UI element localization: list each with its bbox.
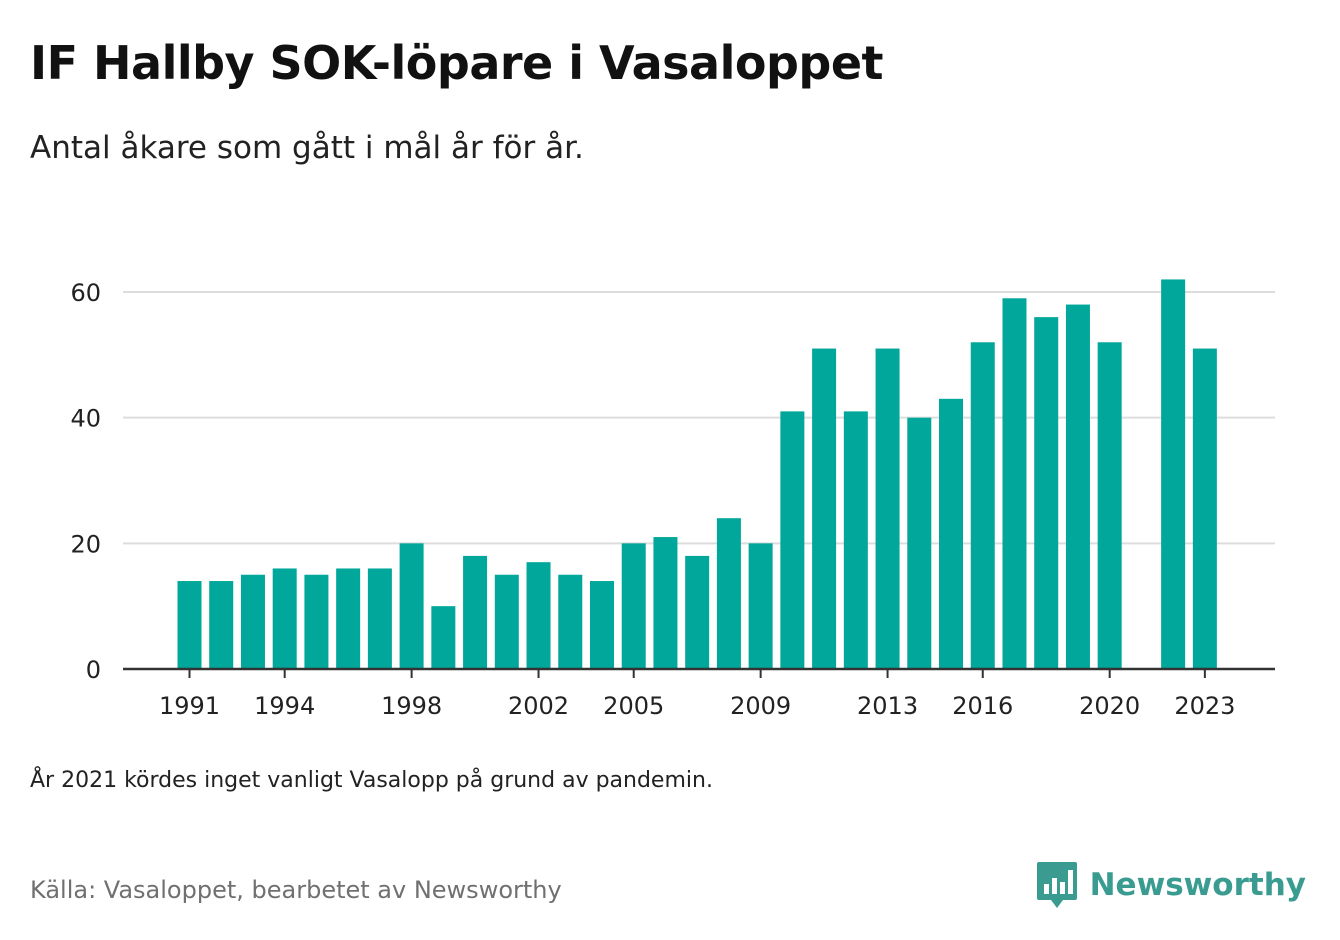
bar-2023 <box>1192 348 1217 669</box>
bar-2017 <box>1002 298 1027 669</box>
bar-2022 <box>1161 279 1186 669</box>
x-tick-label: 2002 <box>508 692 569 720</box>
source-text: Källa: Vasaloppet, bearbetet av Newswort… <box>30 876 562 904</box>
bar-2006 <box>653 537 678 669</box>
bar-2020 <box>1097 342 1122 669</box>
footnote: År 2021 kördes inget vanligt Vasalopp på… <box>30 768 713 793</box>
chart-title: IF Hallby SOK-löpare i Vasaloppet <box>30 36 884 90</box>
bar-2019 <box>1065 304 1090 669</box>
bar-1999 <box>431 606 456 669</box>
bar-1992 <box>209 581 234 669</box>
bar-1993 <box>240 574 265 669</box>
bars <box>177 279 1217 669</box>
bar-2015 <box>939 398 964 669</box>
bar-2001 <box>494 574 519 669</box>
x-tick-label: 1998 <box>381 692 442 720</box>
bar-2009 <box>748 543 773 669</box>
bar-2012 <box>843 411 868 669</box>
bar-2014 <box>907 417 932 669</box>
bar-1991 <box>177 581 202 669</box>
x-tick-label: 2013 <box>857 692 918 720</box>
y-tick-label: 40 <box>70 405 101 433</box>
bar-1994 <box>272 568 297 669</box>
y-tick-label: 0 <box>86 656 101 684</box>
x-tick-label: 1991 <box>159 692 220 720</box>
brand-name: Newsworthy <box>1089 867 1306 903</box>
bar-2004 <box>589 581 614 669</box>
axes: 0 20 40 60 1991 1994 1998 2002 2005 2009 2013 2016 2… <box>70 279 1275 720</box>
bar-1998 <box>399 543 424 669</box>
brand: Newsworthy <box>1036 860 1306 910</box>
x-tick-label: 2023 <box>1174 692 1235 720</box>
bar-2010 <box>780 411 805 669</box>
x-tick-label: 2020 <box>1079 692 1140 720</box>
x-tick-label: 1994 <box>254 692 315 720</box>
y-tick-label: 20 <box>70 530 101 558</box>
bar-2016 <box>970 342 995 669</box>
chart-subtitle: Antal åkare som gått i mål år för år. <box>30 130 584 166</box>
bar-2002 <box>526 562 551 669</box>
bar-2000 <box>463 555 488 669</box>
y-tick-label: 60 <box>70 279 101 307</box>
x-tick-label: 2016 <box>952 692 1013 720</box>
bar-2003 <box>558 574 583 669</box>
bar-2008 <box>716 518 741 669</box>
bar-2018 <box>1034 317 1059 669</box>
bar-chart: 0 20 40 60 1991 1994 1998 2002 2005 2009 2013 2016 2… <box>70 279 1275 720</box>
bar-chart-speech-bubble-icon <box>1036 862 1077 908</box>
bar-2005 <box>621 543 646 669</box>
bar-1997 <box>367 568 392 669</box>
x-tick-label: 2009 <box>730 692 791 720</box>
bar-2011 <box>812 348 837 669</box>
x-tick-label: 2005 <box>603 692 664 720</box>
bar-1995 <box>304 574 329 669</box>
bar-2013 <box>875 348 900 669</box>
bar-2007 <box>685 555 710 669</box>
bar-1996 <box>336 568 361 669</box>
